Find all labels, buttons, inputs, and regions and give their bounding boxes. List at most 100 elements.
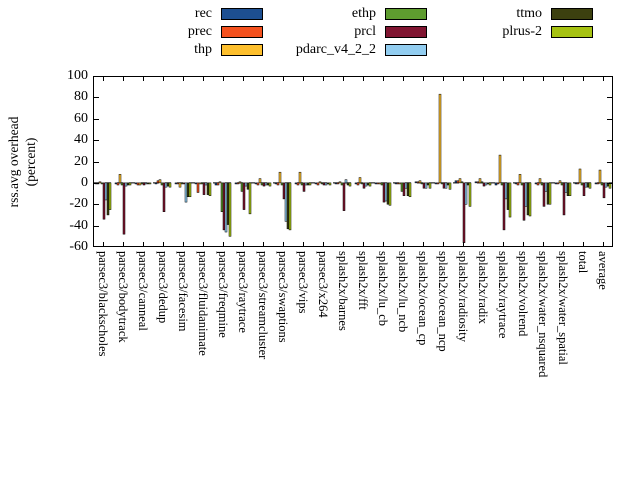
bar-ttmo [426, 182, 430, 186]
bar-ethp [520, 182, 524, 186]
x-tick-label: parsec3/x264 [316, 251, 330, 318]
x-tick-label: splash2x/water_spatial [556, 251, 570, 365]
bar-ethp [560, 182, 564, 186]
bar-rec [174, 182, 178, 185]
x-tick-label: splash2x/water_nsquared [536, 251, 550, 378]
x-tick-label: parsec3/facesim [176, 251, 190, 332]
bar-thp [238, 181, 242, 184]
bar-thp [398, 182, 402, 185]
bar-ttmo [586, 182, 590, 188]
bar-thp [598, 169, 602, 184]
bar-pdarc_v4_2_2 [144, 182, 148, 185]
bar-thp [218, 181, 222, 184]
bar-plrus-2 [508, 182, 512, 218]
bar-thp [498, 154, 502, 184]
bar-rec [194, 182, 198, 185]
bar-rec [434, 182, 438, 185]
bar-prcl [382, 182, 386, 203]
bar-rec [234, 182, 238, 185]
bar-prcl [502, 182, 506, 231]
x-tick-label: splash2x/lu_cb [376, 251, 390, 326]
legend-swatch [221, 26, 263, 38]
x-tick-label: splash2x/ocean_cp [416, 251, 430, 346]
bar-pdarc_v4_2_2 [524, 182, 528, 207]
bar-ethp [500, 182, 504, 186]
bar-prcl [482, 182, 486, 187]
bar-ttmo [166, 182, 170, 187]
bar-pdarc_v4_2_2 [424, 182, 428, 189]
bar-rec [414, 181, 418, 184]
legend-item-thp: thp [100, 41, 263, 59]
bar-ttmo [366, 182, 370, 186]
bar-prcl [122, 182, 126, 235]
bar-ttmo [246, 182, 250, 190]
bar-rec [154, 182, 158, 185]
legend-label: ttmo [516, 6, 542, 21]
bar-thp [138, 182, 142, 186]
bar-plrus-2 [168, 182, 172, 188]
bar-prec [556, 182, 560, 185]
x-tick-label: splash2x/fft [356, 251, 370, 310]
bar-rec [574, 182, 578, 185]
bar-pdarc_v4_2_2 [104, 182, 108, 201]
bar-prec [336, 182, 340, 185]
bar-thp [198, 182, 202, 185]
y-tick-label: 0 [81, 174, 88, 190]
bar-ttmo [286, 182, 290, 230]
legend-item-plrus-2: plrus-2 [430, 23, 593, 41]
bar-ttmo [466, 182, 470, 186]
bar-prec [216, 182, 220, 186]
legend-column: ethp prcl pdarc_v4_2_2 [264, 5, 427, 59]
bar-ethp [540, 182, 544, 186]
bar-ethp [580, 182, 584, 186]
bar-prec [176, 182, 180, 185]
bar-ethp [320, 182, 324, 185]
y-axis-label-line2: (percent) [23, 137, 38, 187]
bar-pdarc_v4_2_2 [224, 182, 228, 233]
bar-pdarc_v4_2_2 [564, 182, 568, 193]
bar-prec [296, 182, 300, 186]
bar-pdarc_v4_2_2 [324, 182, 328, 186]
bar-prcl [222, 182, 226, 231]
bar-ttmo [446, 182, 450, 186]
bar-prcl [522, 182, 526, 221]
plot-area [93, 76, 613, 247]
bar-ethp [340, 182, 344, 186]
x-tick-label: splash2x/ocean_ncp [436, 251, 450, 352]
bar-thp [458, 178, 462, 184]
bar-plrus-2 [188, 182, 192, 198]
bar-ttmo [406, 182, 410, 196]
bar-thp [538, 178, 542, 184]
y-tick-label: 60 [74, 110, 88, 126]
bar-pdarc_v4_2_2 [464, 182, 468, 205]
bar-pdarc_v4_2_2 [484, 182, 488, 186]
bar-thp [578, 168, 582, 184]
bar-rec [134, 182, 138, 185]
bar-plrus-2 [288, 182, 292, 231]
y-tick-label: 40 [74, 132, 88, 148]
bar-rec [254, 182, 258, 185]
bar-prec [416, 181, 420, 184]
bar-prcl [102, 182, 106, 220]
legend-swatch [385, 26, 427, 38]
bar-pdarc_v4_2_2 [404, 182, 408, 189]
bar-pdarc_v4_2_2 [284, 182, 288, 222]
y-tick-label: 100 [67, 68, 88, 83]
bar-ttmo [106, 182, 110, 216]
bar-thp [278, 171, 282, 184]
bar-ethp [240, 182, 244, 192]
bar-rec [534, 182, 538, 185]
bar-prec [516, 182, 520, 186]
bar-ttmo [486, 182, 490, 185]
legend-label: thp [194, 42, 212, 57]
bar-ethp [100, 182, 104, 185]
bar-thp [298, 171, 302, 184]
bar-ttmo [566, 182, 570, 196]
bar-prec [496, 182, 500, 185]
bar-prcl [442, 182, 446, 189]
legend-label: prec [187, 24, 212, 39]
bar-prec [276, 182, 280, 186]
legend-label: pdarc_v4_2_2 [295, 42, 376, 57]
bar-pdarc_v4_2_2 [444, 182, 448, 189]
bar-plrus-2 [308, 182, 312, 186]
